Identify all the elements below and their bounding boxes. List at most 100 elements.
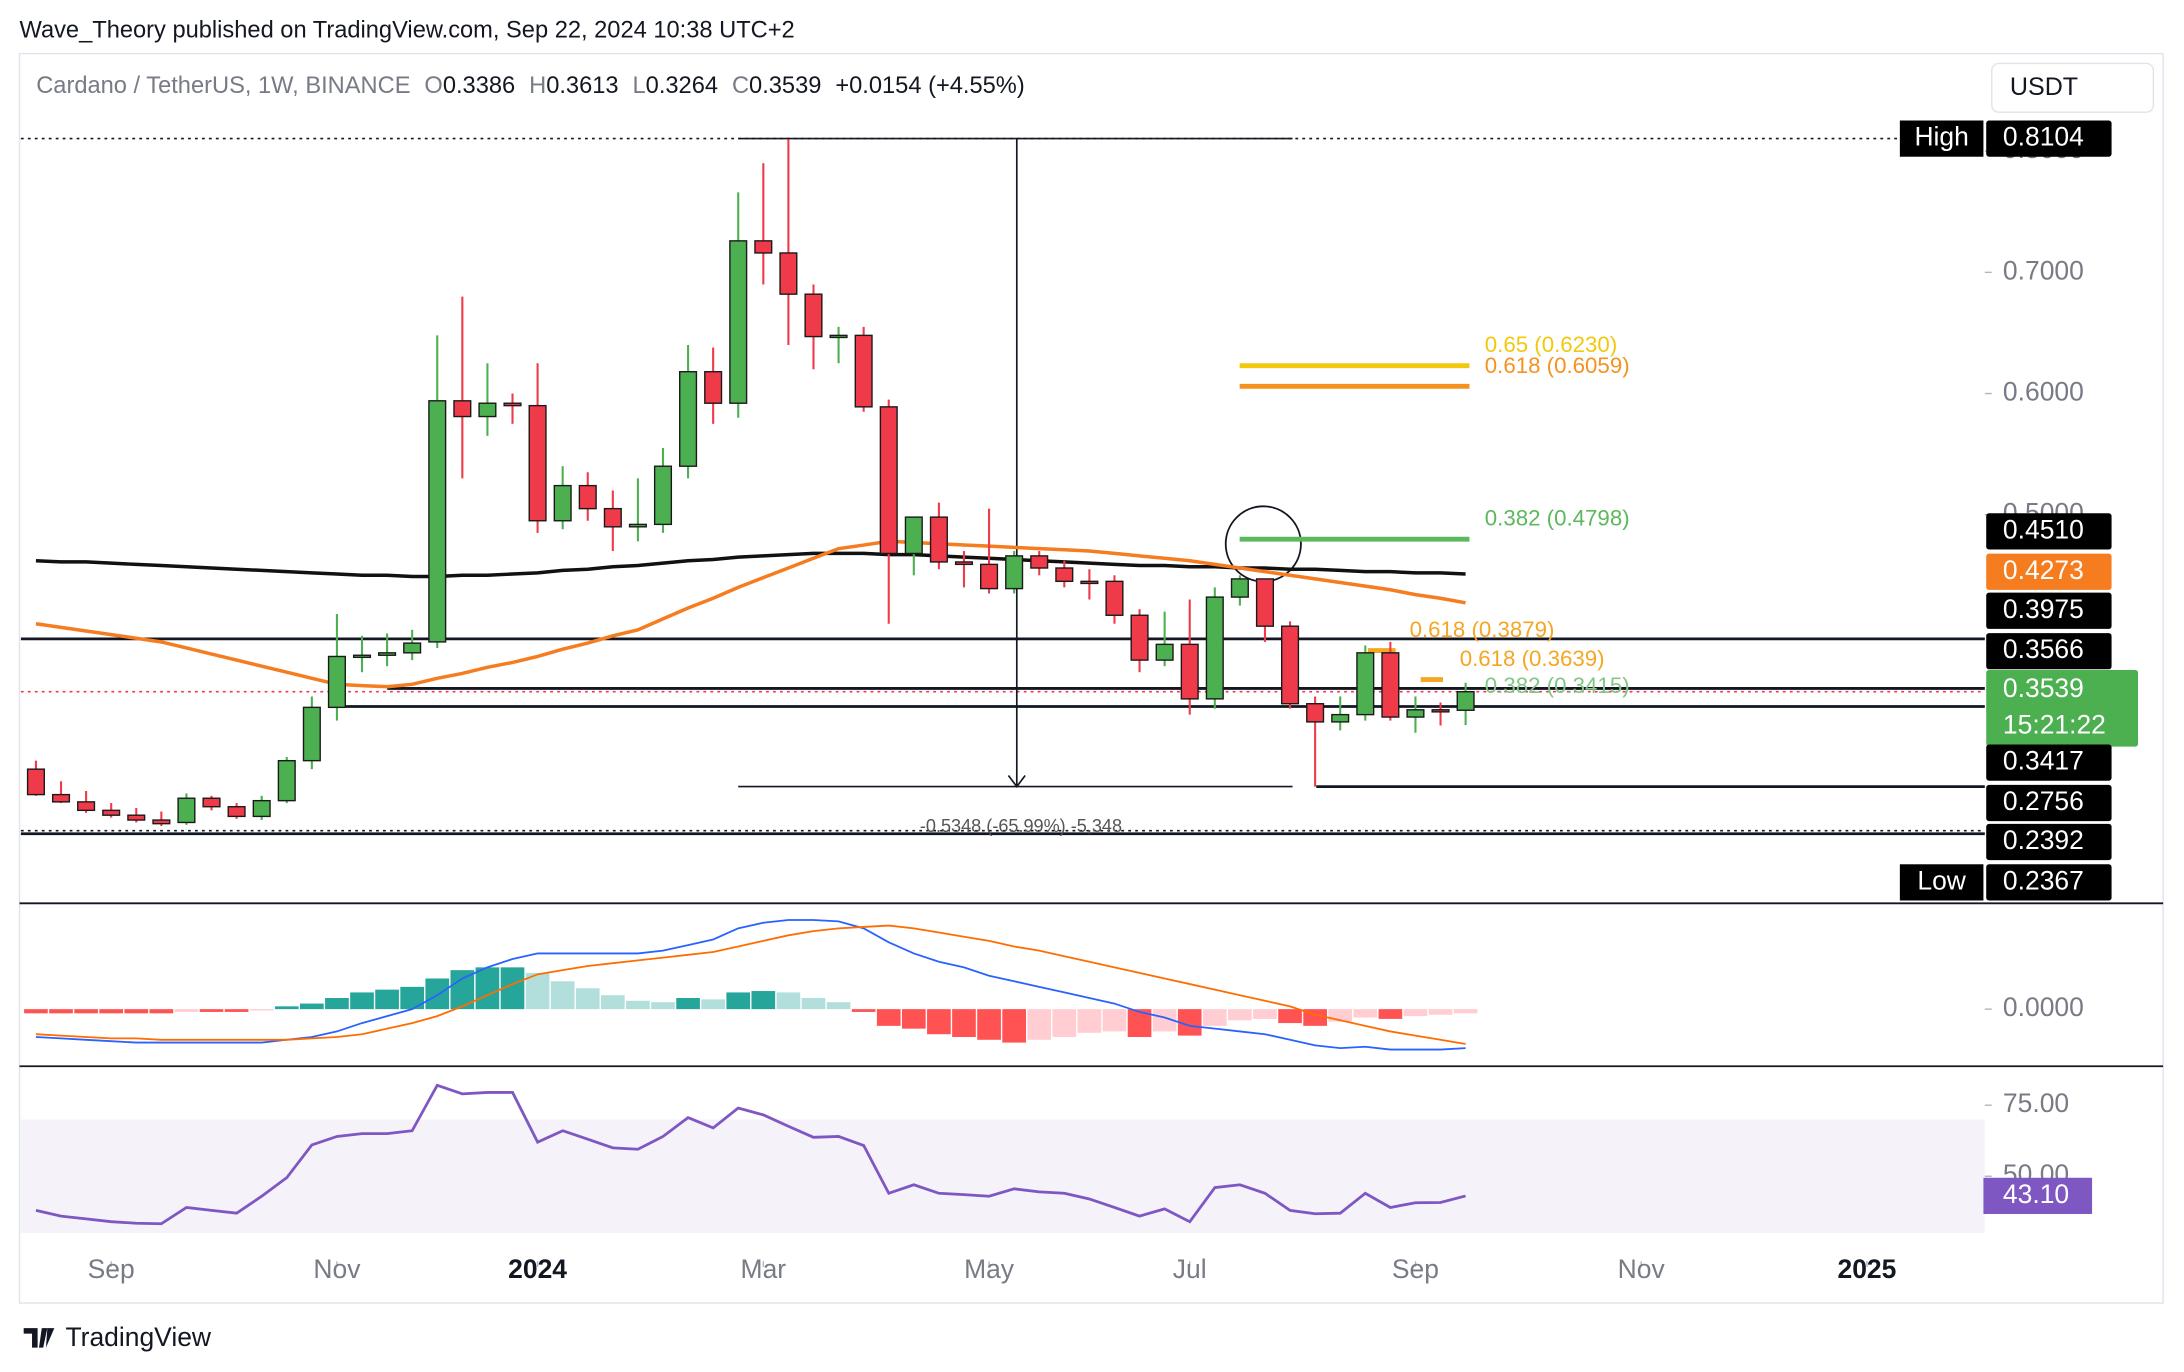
rsi-label: 43.10: [2003, 1179, 2069, 1209]
candle-body: [704, 371, 723, 404]
macd-bar: [676, 998, 700, 1010]
x-tick-label: Jul: [1173, 1254, 1207, 1284]
fib-label: 0.618 (0.6059): [1485, 353, 1630, 378]
macd-bar: [801, 998, 826, 1010]
candle-body: [653, 465, 673, 526]
level-tag: High: [1914, 122, 1968, 152]
macd-bar: [1378, 1009, 1403, 1019]
macd-bar: [977, 1009, 1001, 1040]
candle-body: [26, 768, 45, 796]
price-label-box: [1986, 513, 2112, 550]
brand: TradingView: [65, 1322, 211, 1352]
change: +0.0154 (+4.55%): [835, 73, 1024, 99]
price-label: 0.2392: [2003, 825, 2084, 855]
candle-body: [127, 814, 146, 821]
macd-bar: [124, 1009, 149, 1014]
rsi-band: [20, 1119, 1985, 1234]
candle-body: [779, 252, 798, 295]
macd-bar: [1177, 1009, 1202, 1036]
candle-body: [202, 797, 221, 808]
level-tag: Low: [1917, 865, 1966, 895]
candle-body: [1280, 625, 1300, 705]
x-tick-label: May: [964, 1254, 1015, 1284]
candle-body: [603, 507, 622, 528]
macd-line: [35, 919, 1466, 1051]
candle-body: [829, 334, 848, 339]
candle-body: [1456, 691, 1475, 711]
candle-body: [729, 240, 748, 404]
ohlc-letter: O: [424, 73, 442, 99]
macd-bar: [651, 1002, 675, 1010]
macd-bar: [751, 991, 776, 1010]
macd-bar: [475, 967, 500, 1010]
price-label: 0.4273: [2003, 555, 2084, 585]
moving-average: [35, 539, 1466, 689]
candle-body: [277, 759, 296, 802]
candle-body: [904, 516, 923, 555]
macd-bar: [1052, 1009, 1077, 1037]
candle-body: [252, 799, 271, 818]
x-tick-label: Mar: [741, 1254, 787, 1284]
fib-label: 0.618 (0.3639): [1460, 646, 1605, 671]
macd-bar: [726, 992, 751, 1010]
logo-icon: [23, 1328, 55, 1348]
candle-body: [1055, 567, 1074, 583]
price-label-box: [1986, 669, 2139, 747]
candle-body: [403, 642, 422, 654]
candle-body: [1406, 709, 1425, 718]
candle-body: [1331, 713, 1350, 723]
candle-body: [1155, 643, 1174, 661]
macd-bar: [325, 998, 349, 1010]
price-label-box: [1986, 120, 2112, 157]
macd-bar: [1152, 1009, 1177, 1032]
macd-bar: [826, 1002, 851, 1010]
macd-bar: [224, 1009, 249, 1012]
candle-body: [854, 334, 873, 408]
price-label-box: [1986, 553, 2112, 590]
fib-label: 0.618 (0.3879): [1410, 617, 1555, 642]
candle-body: [553, 484, 572, 522]
macd-bar: [901, 1009, 926, 1029]
candle-body: [1306, 703, 1325, 723]
candle-body: [227, 806, 246, 818]
x-tick-label: 2025: [1838, 1254, 1897, 1284]
macd-bar: [927, 1009, 951, 1035]
candle-body: [152, 819, 171, 825]
macd-bar: [274, 1006, 299, 1010]
x-tick-label: Nov: [313, 1254, 361, 1284]
price-label: 0.3566: [2003, 634, 2084, 664]
candle-body: [954, 561, 974, 566]
y-tick-label: 0.0000: [2003, 992, 2084, 1022]
candle-body: [1180, 643, 1199, 700]
rsi-line: [35, 1083, 1466, 1226]
macd-bar: [550, 981, 575, 1010]
candle-body: [51, 793, 71, 803]
macd-bar: [74, 1009, 98, 1014]
macd-bar: [1202, 1009, 1227, 1026]
candle-body: [1105, 580, 1124, 616]
candle-body: [628, 523, 647, 528]
candle-body: [378, 652, 397, 656]
price-label: 0.2756: [2003, 786, 2084, 816]
macd-bar: [300, 1003, 324, 1010]
macd-bar: [400, 986, 425, 1010]
candle-body: [1080, 580, 1099, 585]
candle-body: [528, 404, 547, 522]
currency-box[interactable]: [1991, 62, 2155, 113]
macd-bar: [851, 1009, 876, 1012]
price-label-box: [1986, 784, 2112, 822]
x-tick-label: Sep: [1392, 1254, 1439, 1284]
candle-body: [77, 801, 96, 812]
candle-body: [428, 400, 447, 643]
candle-body: [1255, 578, 1275, 627]
measure-label: -0.5348 (-65.99%) -5,348: [920, 816, 1122, 836]
macd-bar: [1228, 1009, 1252, 1021]
macd-bar: [1353, 1009, 1378, 1018]
fib-label: 0.382 (0.3415): [1485, 673, 1630, 698]
macd-bar: [1428, 1009, 1453, 1015]
currency[interactable]: USDT: [2010, 73, 2078, 101]
candle-body: [578, 484, 597, 510]
y-tick-label: 75.00: [2003, 1088, 2069, 1118]
price-label: 0.8104: [2003, 122, 2084, 152]
